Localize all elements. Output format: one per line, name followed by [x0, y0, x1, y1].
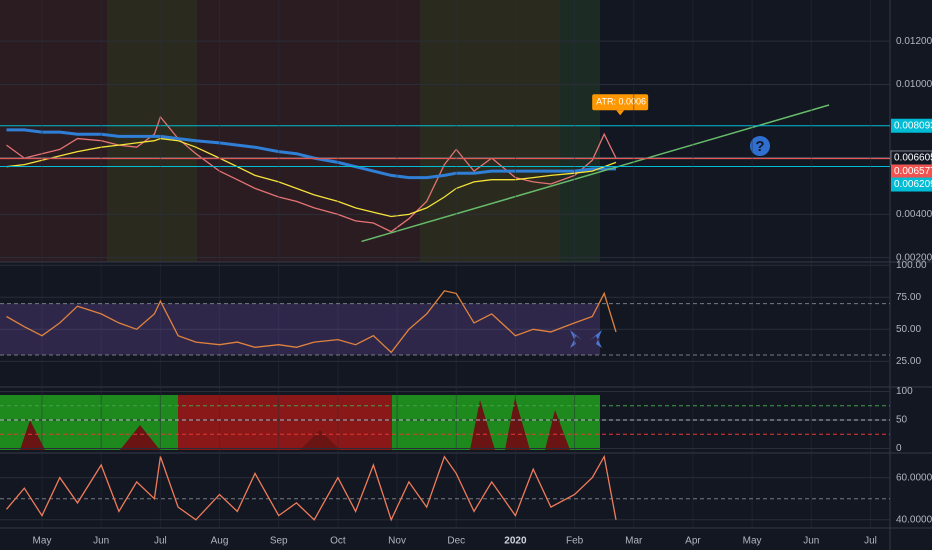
- series-line: [6, 454, 617, 522]
- y-tick-label: 100: [896, 386, 913, 397]
- level-label: 0.006605: [894, 153, 932, 164]
- annotation-text: ATR: 0.0006: [596, 97, 646, 107]
- level-label: 0.006209: [894, 179, 932, 190]
- y-tick-label: 50.00: [896, 324, 921, 335]
- x-tick-label: Aug: [211, 536, 229, 547]
- series-line: [6, 137, 617, 218]
- x-tick-label: Nov: [388, 536, 406, 547]
- level-label-bg: [891, 164, 932, 179]
- level-label: 0.006577: [894, 166, 932, 177]
- x-tick-label: 2020: [504, 536, 527, 547]
- question-mark: ?: [755, 138, 764, 155]
- band-green: [560, 0, 600, 262]
- y-tick-label: 100.00: [896, 260, 927, 271]
- band-yellow: [107, 0, 197, 262]
- heat-red: [178, 395, 392, 450]
- series-line: [6, 290, 617, 354]
- season-bands: [0, 0, 600, 262]
- question-icon: [750, 136, 770, 156]
- trendline: [361, 104, 830, 243]
- y-tick-label: 40.000000: [896, 514, 932, 525]
- annotation-pointer: [616, 110, 625, 116]
- x-tick-label: May: [33, 536, 52, 547]
- rsi-band: [0, 303, 600, 355]
- x-tick-label: May: [743, 536, 762, 547]
- heatmap-blocks: [0, 395, 600, 450]
- y-tick-label: 25.00: [896, 356, 921, 367]
- arrow: [570, 330, 582, 348]
- level-label-bg: [891, 118, 932, 133]
- heat-green: [392, 395, 600, 450]
- x-tick-label: Dec: [447, 536, 465, 547]
- band-yellow: [420, 0, 560, 262]
- x-tick-label: Oct: [330, 536, 346, 547]
- level-label: 0.008093: [894, 120, 932, 131]
- x-tick-label: Apr: [685, 536, 701, 547]
- x-tick-label: Jul: [154, 536, 167, 547]
- x-tick-label: Feb: [566, 536, 584, 547]
- y-tick-label: 60.000000: [896, 472, 932, 483]
- x-tick-label: Jun: [93, 536, 109, 547]
- level-label-bg: [891, 177, 932, 192]
- y-tick-label: 0: [896, 443, 902, 454]
- arrow: [590, 330, 602, 348]
- band-red: [197, 0, 420, 262]
- rsi-arrows: [570, 330, 602, 348]
- y-tick-label: 75.00: [896, 292, 921, 303]
- x-tick-label: Jul: [864, 536, 877, 547]
- x-tick-label: Jun: [803, 536, 819, 547]
- y-tick-label: 50: [896, 415, 908, 426]
- x-tick-label: Mar: [625, 536, 643, 547]
- x-tick-label: Sep: [270, 536, 288, 547]
- atr-annotation: ATR: 0.0006: [592, 94, 649, 116]
